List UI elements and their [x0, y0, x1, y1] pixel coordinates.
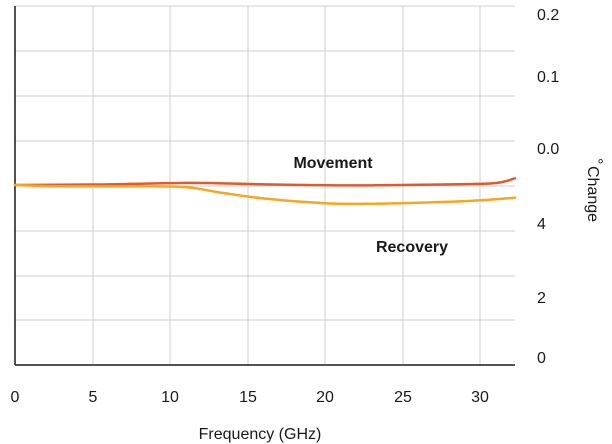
series-label-recovery: Recovery: [376, 239, 448, 256]
x-tick-label: 20: [316, 389, 334, 406]
y-tick-label: 2: [537, 290, 546, 307]
y-tick-label: 0.0: [537, 141, 559, 158]
x-tick-labels: 0 5 10 15 20 25 30: [11, 389, 489, 406]
series-labels: Movement Recovery: [293, 155, 448, 256]
x-tick-label: 0: [11, 389, 20, 406]
y-tick-labels: 0.2 0.1 0.0 4 2 0: [537, 7, 559, 367]
x-tick-label: 10: [161, 389, 179, 406]
x-tick-label: 15: [239, 389, 257, 406]
y-tick-label: 4: [537, 216, 546, 233]
series-line-movement: [13, 177, 517, 187]
y-tick-label: 0.2: [537, 7, 559, 24]
y-axis-title-prefix: °: [588, 158, 605, 164]
y-tick-label: 0.1: [537, 69, 559, 86]
y-axis-title: ° Change: [584, 158, 605, 222]
y-axis-title-text: Change: [584, 166, 601, 222]
x-tick-label: 30: [471, 389, 489, 406]
series-group: [13, 177, 517, 206]
x-axis-title: Frequency (GHz): [199, 426, 322, 443]
series-label-movement: Movement: [293, 155, 373, 172]
series-line-recovery: [13, 183, 517, 206]
y-tick-label: 0: [537, 350, 546, 367]
x-tick-label: 5: [89, 389, 98, 406]
x-tick-label: 25: [394, 389, 412, 406]
